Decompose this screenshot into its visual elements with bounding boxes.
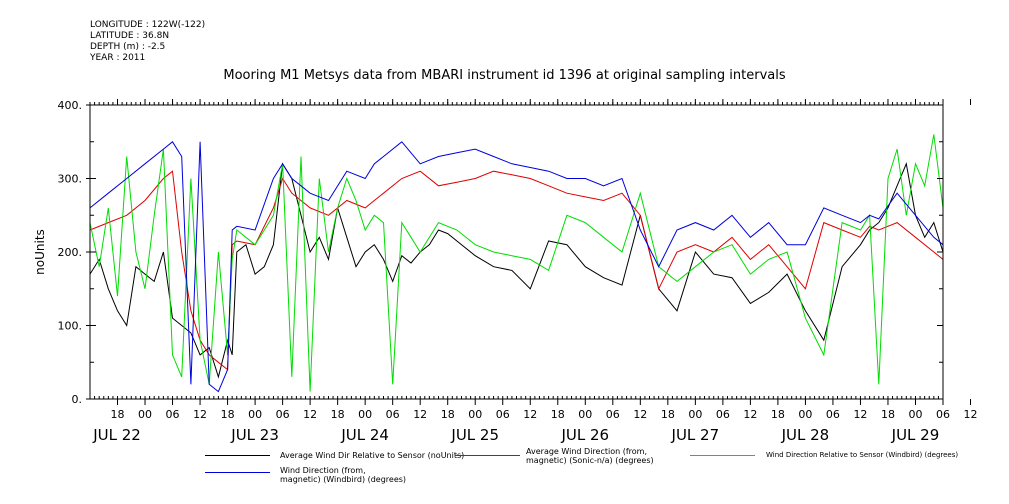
x-hour-label: 00	[908, 408, 922, 421]
x-hour-label: 06	[716, 408, 730, 421]
metadata-block: LONGITUDE : 122W(-122) LATITUDE : 36.8N …	[90, 20, 205, 64]
latitude-label: LATITUDE : 36.8N	[90, 31, 170, 41]
y-tick-label: 0.	[72, 393, 83, 406]
legend-swatch-blue	[205, 472, 270, 473]
legend-label-blue: Wind Direction (from, magnetic) (Windbir…	[280, 466, 407, 484]
x-day-label: JUL 27	[671, 426, 720, 444]
series-line-1	[89, 170, 944, 371]
x-hour-label: 12	[523, 408, 537, 421]
longitude-label: LONGITUDE : 122W(-122)	[90, 20, 206, 30]
x-hour-label: 12	[633, 408, 647, 421]
depth-label: DEPTH (m) : -2.5	[90, 42, 166, 52]
x-hour-label: 00	[358, 408, 372, 421]
x-hour-label: 06	[936, 408, 950, 421]
y-axis-label: noUnits	[33, 229, 47, 275]
y-tick-label: 400.	[58, 99, 83, 112]
x-hour-label: 18	[331, 408, 345, 421]
x-hour-label: 18	[441, 408, 455, 421]
x-hour-label: 18	[551, 408, 565, 421]
legend-label-black: Average Wind Dir Relative to Sensor (noU…	[280, 451, 465, 460]
legend-swatch-red	[455, 455, 520, 456]
x-hour-label: 12	[303, 408, 317, 421]
x-hour-label: 18	[221, 408, 235, 421]
legend-swatch-green	[690, 455, 755, 456]
x-hour-label: 00	[468, 408, 482, 421]
x-hour-label: 00	[248, 408, 262, 421]
x-day-label: JUL 29	[891, 426, 940, 444]
x-hour-label: 00	[798, 408, 812, 421]
x-day-label: JUL 25	[450, 426, 499, 444]
x-day-label: JUL 22	[92, 426, 141, 444]
x-hour-label: 00	[578, 408, 592, 421]
series-line-2	[89, 134, 944, 392]
x-hour-label: 12	[193, 408, 207, 421]
x-hour-label: 06	[276, 408, 290, 421]
x-hour-label: 18	[111, 408, 125, 421]
y-tick-label: 300.	[58, 173, 83, 186]
x-hour-label: 00	[138, 408, 152, 421]
x-hour-label: 12	[743, 408, 757, 421]
legend-swatch-black	[205, 455, 270, 456]
x-hour-label: 18	[881, 408, 895, 421]
x-hour-label: 12	[853, 408, 867, 421]
series-line-3	[89, 141, 944, 393]
x-hour-label: 06	[496, 408, 510, 421]
x-hour-label: 12	[964, 408, 978, 421]
x-hour-label: 06	[606, 408, 620, 421]
x-hour-label: 06	[826, 408, 840, 421]
x-hour-label: 18	[661, 408, 675, 421]
chart-title: Mooring M1 Metsys data from MBARI instru…	[223, 68, 786, 83]
x-hour-label: 18	[771, 408, 785, 421]
legend-label-red: Average Wind Direction (from, magnetic) …	[526, 447, 654, 465]
x-hour-label: 06	[166, 408, 180, 421]
x-hour-label: 06	[386, 408, 400, 421]
y-tick-label: 100.	[58, 320, 83, 333]
year-label: YEAR : 2011	[90, 53, 146, 63]
x-day-label: JUL 23	[230, 426, 279, 444]
x-hour-label: 00	[688, 408, 702, 421]
x-day-label: JUL 28	[781, 426, 830, 444]
series-line-0	[89, 162, 944, 379]
legend-label-green: Wind Direction Relative to Sensor (Windb…	[766, 451, 959, 459]
x-day-label: JUL 24	[340, 426, 389, 444]
x-hour-label: 12	[413, 408, 427, 421]
y-tick-label: 200.	[58, 246, 83, 259]
x-day-label: JUL 26	[560, 426, 609, 444]
